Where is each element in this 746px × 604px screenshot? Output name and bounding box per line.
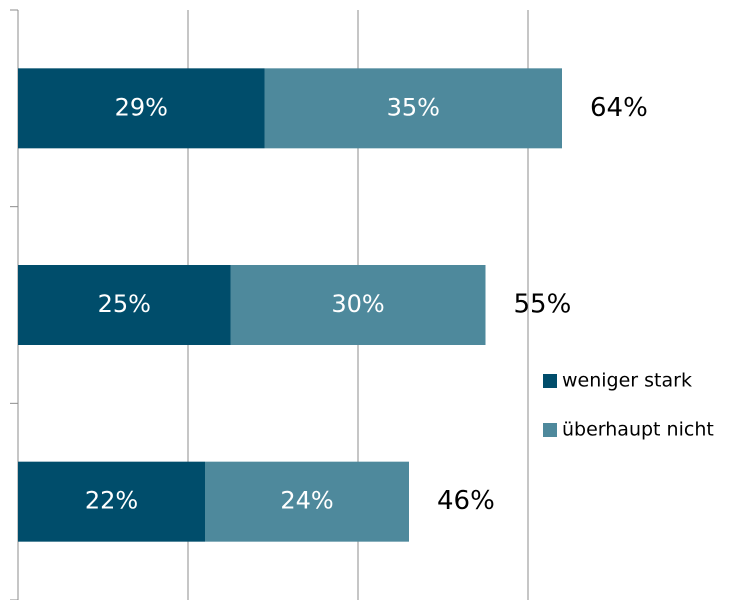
bar-segment (264, 68, 562, 149)
legend-label: weniger stark (562, 370, 692, 392)
segment-label: 24% (280, 487, 333, 515)
legend-label: überhaupt nicht (562, 419, 714, 441)
total-label: 46% (437, 486, 495, 516)
bar-segment (230, 265, 486, 345)
segment-label: 22% (85, 487, 138, 515)
bar-segment (18, 68, 265, 149)
bar-segment (18, 461, 205, 542)
total-label: 64% (590, 93, 648, 123)
segment-label: 35% (387, 93, 440, 121)
total-label: 55% (514, 290, 572, 320)
bar-segment (205, 461, 409, 542)
segment-label: 30% (331, 290, 384, 318)
segment-label: 29% (115, 93, 168, 121)
bar-segment (18, 265, 231, 345)
legend-swatch (543, 374, 557, 388)
legend-swatch (543, 423, 557, 437)
segment-label: 25% (98, 290, 151, 318)
